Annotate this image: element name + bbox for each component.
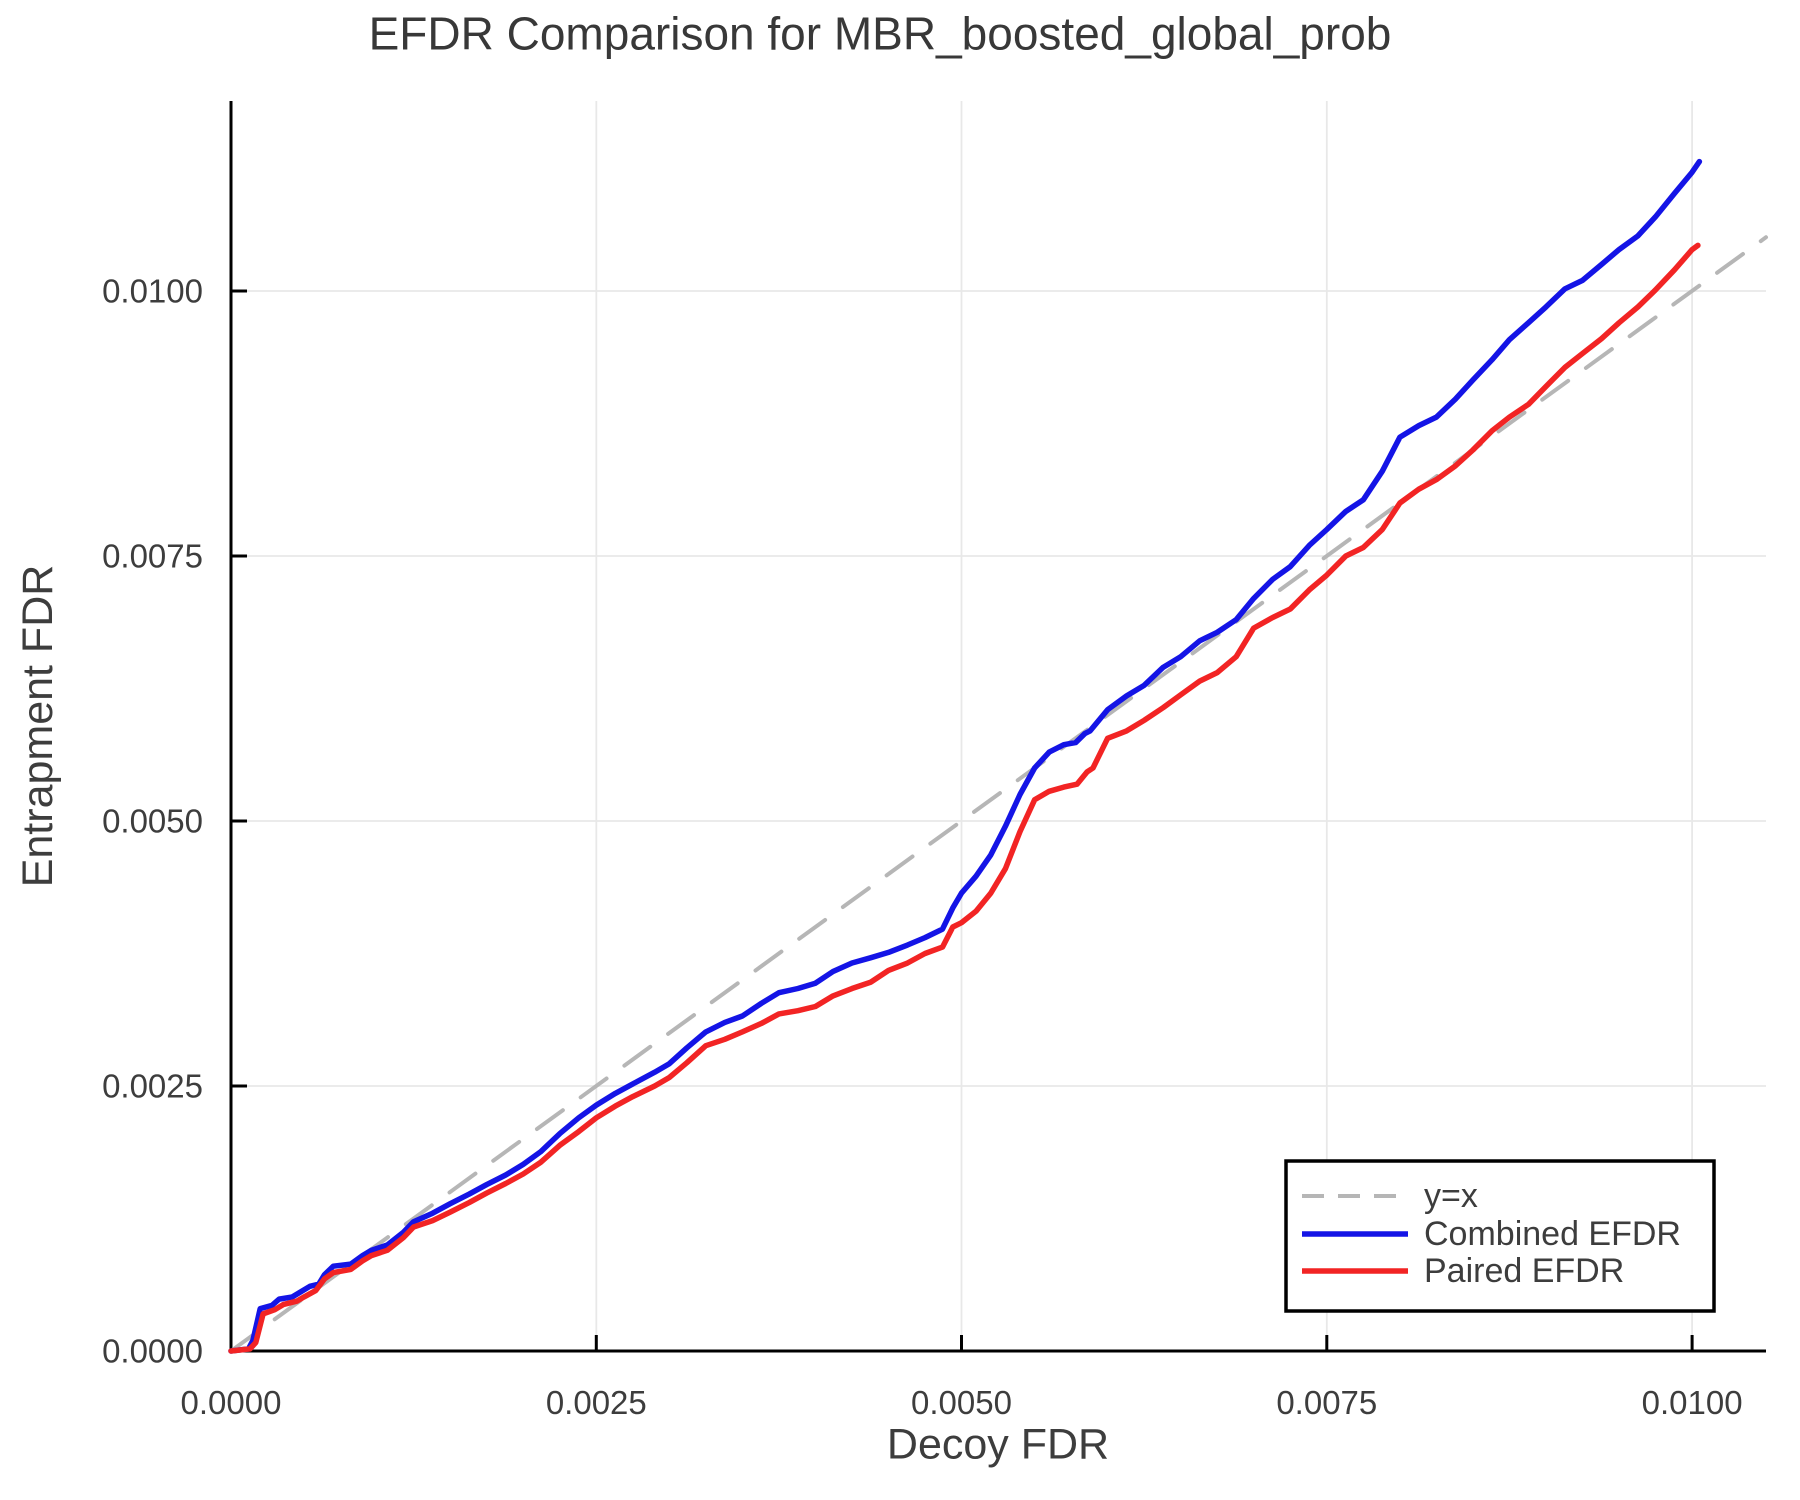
legend-label-y-equals-x: y=x xyxy=(1424,1177,1478,1215)
chart-title: EFDR Comparison for MBR_boosted_global_p… xyxy=(369,8,1392,60)
x-tick-label: 0.0000 xyxy=(181,1384,282,1421)
y-axis-label: Entrapment FDR xyxy=(14,565,62,888)
y-tick-label: 0.0100 xyxy=(102,273,203,310)
x-tick-label: 0.0075 xyxy=(1276,1384,1377,1421)
series-layer xyxy=(228,158,1768,1354)
grid-layer xyxy=(231,101,1766,1351)
combined-efdr-line xyxy=(228,158,1703,1354)
x-tick-label: 0.0050 xyxy=(911,1384,1012,1421)
y-tick-label: 0.0025 xyxy=(102,1068,203,1105)
paired-efdr-line xyxy=(228,242,1701,1354)
y-tick-label: 0.0075 xyxy=(102,538,203,575)
y-tick-label: 0.0000 xyxy=(102,1333,203,1370)
axis-layer: 0.0000 0.0025 0.0050 0.0075 0.0100 0.0000 0.00… xyxy=(102,101,1766,1421)
y-tick-label: 0.0050 xyxy=(102,803,203,840)
x-axis-label: Decoy FDR xyxy=(887,1420,1109,1468)
tick-label-layer: 0.0000 0.0025 0.0050 0.0075 0.0100 0.0000 0.00… xyxy=(102,273,1743,1422)
legend-label-paired-efdr: Paired EFDR xyxy=(1424,1252,1624,1290)
legend-label-combined-efdr: Combined EFDR xyxy=(1424,1215,1681,1253)
y-equals-x-line xyxy=(229,235,1768,1353)
x-tick-label: 0.0025 xyxy=(546,1384,647,1421)
legend: y=x Combined EFDR Paired EFDR xyxy=(1284,1159,1716,1313)
x-tick-label: 0.0100 xyxy=(1642,1384,1743,1421)
